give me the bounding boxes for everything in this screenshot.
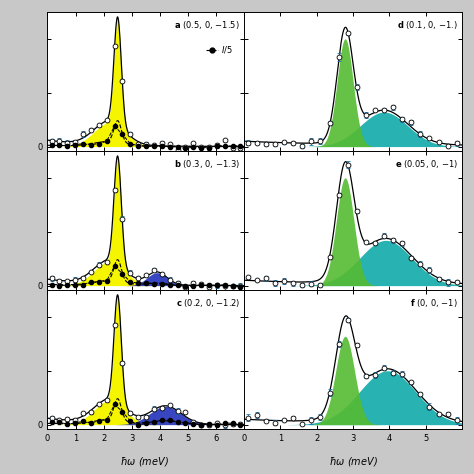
Text: $\mathbf{e}$ (0.05, 0, −1): $\mathbf{e}$ (0.05, 0, −1) [395,158,458,170]
Text: $\mathbf{b}$ (0.3, 0, −1.3): $\mathbf{b}$ (0.3, 0, −1.3) [174,158,240,170]
Text: $\mathbf{d}$ (0.1, 0, −1.): $\mathbf{d}$ (0.1, 0, −1.) [397,19,458,31]
Text: $\mathbf{a}$ (0.5, 0, −1.5): $\mathbf{a}$ (0.5, 0, −1.5) [174,19,240,31]
Legend: $I$/5: $I$/5 [202,41,236,59]
Text: $\hbar\omega$ (meV): $\hbar\omega$ (meV) [120,455,169,468]
Text: $\hbar\omega$ (meV): $\hbar\omega$ (meV) [329,455,377,468]
Text: $\mathbf{f}$ (0, 0, −1): $\mathbf{f}$ (0, 0, −1) [410,297,458,309]
Text: $\mathbf{c}$ (0.2, 0, −1.2): $\mathbf{c}$ (0.2, 0, −1.2) [176,297,240,309]
